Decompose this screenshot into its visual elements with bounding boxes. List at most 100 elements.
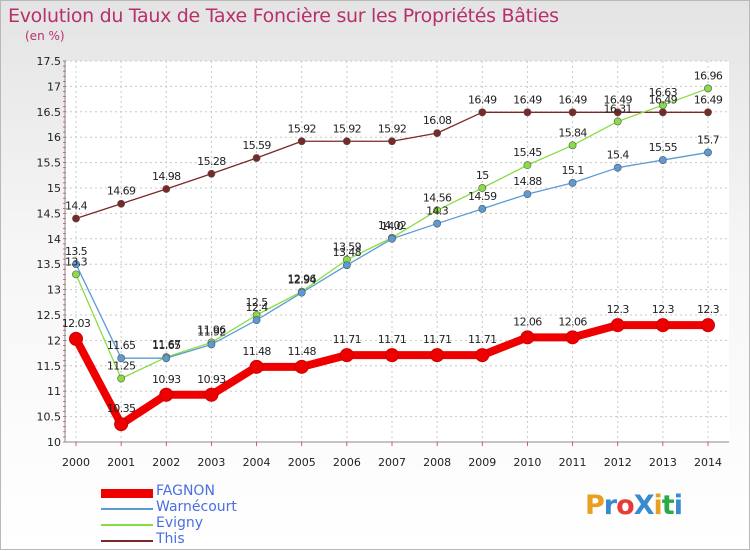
data-label: 10.93: [197, 373, 226, 386]
data-label: 15.28: [197, 155, 226, 168]
data-label: 12.96: [287, 273, 316, 286]
y-tick-label: 10: [47, 436, 61, 449]
data-label: 15.84: [558, 126, 587, 139]
data-point: [568, 108, 577, 117]
data-point: [252, 154, 261, 162]
data-label: 14.56: [423, 191, 452, 204]
x-tick-label: 2003: [197, 456, 225, 469]
x-tick-label: 2010: [513, 456, 541, 469]
data-point: [520, 330, 535, 345]
x-tick-label: 2001: [107, 456, 135, 469]
data-label: 14.69: [107, 185, 136, 198]
data-label: 16.49: [558, 93, 587, 106]
y-tick-label: 13: [47, 284, 61, 297]
data-label: 14.02: [378, 219, 407, 232]
y-tick-label: 15.5: [37, 157, 62, 170]
data-label: 12.3: [697, 303, 720, 316]
y-tick-label: 13.5: [37, 258, 62, 271]
data-label: 15.45: [513, 146, 542, 159]
data-point: [613, 163, 622, 172]
x-tick-label: 2002: [152, 456, 180, 469]
data-point: [69, 331, 83, 346]
legend-swatch: [101, 508, 153, 510]
data-point: [655, 318, 670, 333]
data-label: 11.65: [152, 339, 181, 352]
data-label: 12.94: [287, 274, 316, 287]
data-label: 16.49: [468, 93, 497, 106]
data-point: [433, 129, 442, 138]
x-tick-label: 2014: [694, 456, 722, 469]
data-point: [297, 137, 306, 146]
logo-letter: P: [585, 490, 605, 521]
data-point: [523, 190, 532, 198]
data-label: 15.1: [562, 164, 584, 177]
data-point: [388, 137, 396, 146]
data-label: 13.5: [65, 245, 88, 258]
data-point: [658, 101, 667, 110]
data-point: [72, 260, 80, 269]
data-label: 16.49: [513, 93, 542, 106]
data-label: 16.08: [423, 114, 452, 127]
data-label: 12.4: [246, 301, 269, 314]
y-tick-label: 16.5: [37, 106, 62, 119]
data-label: 15.92: [287, 122, 316, 135]
data-label: 11.71: [468, 333, 497, 346]
data-label: 16.31: [603, 102, 632, 115]
data-label: 15.92: [333, 122, 362, 135]
data-label: 13.59: [333, 241, 362, 254]
data-point: [204, 387, 219, 402]
y-tick-label: 12: [47, 334, 61, 347]
x-tick-label: 2000: [62, 456, 90, 469]
y-tick-label: 14.5: [37, 207, 62, 220]
y-tick-label: 14: [47, 233, 61, 246]
data-label: 14.88: [513, 175, 542, 188]
data-label: 11.48: [242, 345, 271, 358]
data-point: [475, 348, 490, 363]
y-tick-label: 17.5: [37, 55, 62, 68]
data-point: [72, 214, 80, 223]
data-label: 11.25: [107, 360, 136, 373]
data-point: [117, 199, 126, 208]
data-label: 11.92: [197, 325, 226, 338]
data-point: [297, 288, 306, 297]
logo-letter: i: [653, 490, 663, 521]
x-tick-label: 2006: [333, 456, 361, 469]
legend-label: Warnécourt: [156, 499, 237, 515]
data-point: [117, 354, 126, 363]
logo-letter: o: [616, 490, 635, 521]
y-tick-label: 11: [47, 385, 61, 398]
chart-title: Evolution du Taux de Taxe Foncière sur l…: [8, 5, 559, 27]
data-point: [252, 316, 261, 324]
data-label: 11.71: [378, 333, 407, 346]
data-point: [613, 117, 622, 126]
y-tick-label: 12.5: [37, 309, 62, 322]
data-point: [613, 108, 622, 117]
y-tick-label: 15: [47, 182, 61, 195]
logo-letter: t: [661, 490, 675, 521]
data-label: 14.0: [381, 220, 404, 233]
data-point: [433, 219, 442, 228]
data-point: [159, 387, 174, 402]
legend-label: FAGNON: [156, 483, 215, 499]
data-label: 11.71: [423, 333, 452, 346]
data-label: 16.63: [649, 86, 678, 99]
data-point: [523, 108, 532, 117]
data-label: 12.5: [246, 296, 269, 309]
data-label: 14.59: [468, 190, 497, 203]
data-label: 11.48: [287, 345, 316, 358]
data-label: 15.55: [649, 141, 678, 154]
proxiti-logo: ProXiti: [585, 490, 683, 521]
data-label: 15.7: [697, 133, 720, 146]
data-point: [72, 270, 80, 279]
data-label: 11.67: [152, 338, 181, 351]
data-point: [294, 359, 309, 374]
data-point: [388, 234, 396, 243]
data-point: [478, 108, 487, 117]
legend-swatch: [101, 524, 153, 526]
data-label: 16.49: [649, 93, 678, 106]
data-label: 16.96: [694, 69, 723, 82]
data-label: 10.93: [152, 373, 181, 386]
data-label: 11.71: [333, 333, 362, 346]
